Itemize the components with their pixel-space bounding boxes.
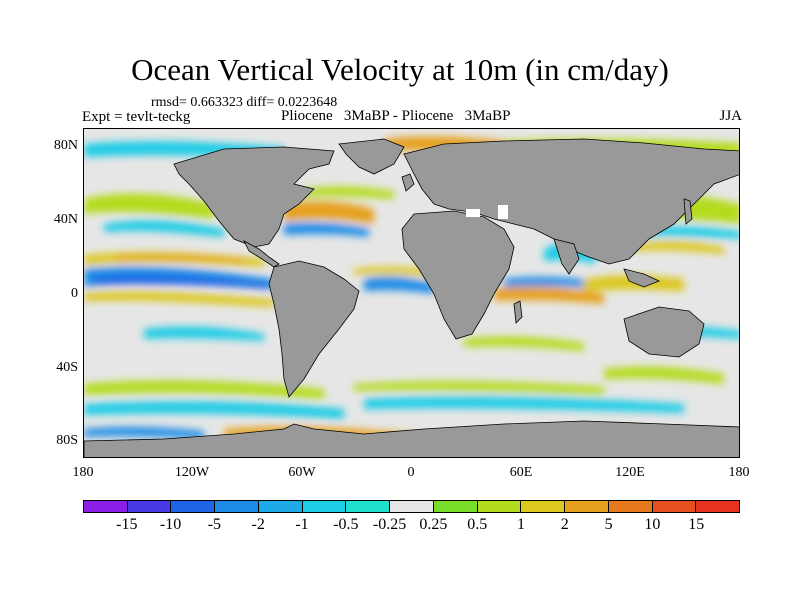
colorbar-label: -1: [295, 516, 309, 533]
figure-title: Ocean Vertical Velocity at 10m (in cm/da…: [131, 52, 669, 87]
comparison-label: Pliocene 3MaBP - Pliocene 3MaBP: [281, 108, 511, 124]
colorbar-swatch: [652, 501, 697, 512]
colorbar-label: -10: [159, 516, 182, 533]
masked-region: [498, 205, 508, 219]
colorbar-swatch: [127, 501, 172, 512]
map-panel: [83, 128, 740, 458]
japan: [683, 198, 693, 225]
colorbar-label: 0.5: [467, 516, 488, 533]
lon-tick-label: 60W: [288, 465, 316, 480]
colorbar-swatch: [346, 501, 391, 512]
greenland: [338, 138, 405, 175]
lat-tick-label: 40N: [53, 212, 78, 227]
colorbar-label: 0.25: [419, 516, 448, 533]
colorbar-swatch: [258, 501, 303, 512]
lon-tick-label: 0: [407, 465, 415, 480]
antarctica: [84, 420, 739, 457]
colorbar-label: -15: [116, 516, 138, 533]
colorbar-swatch: [565, 501, 609, 512]
season-label: JJA: [719, 108, 742, 124]
colorbar-swatch: [433, 501, 478, 512]
colorbar-label: 10: [644, 516, 661, 533]
britain: [401, 173, 415, 192]
lat-tick-label: 80N: [53, 138, 78, 153]
colorbar-swatch: [215, 501, 259, 512]
colorbar-swatch: [696, 501, 740, 512]
colorbar-swatch: [390, 501, 434, 512]
world-map: [84, 129, 739, 457]
colorbar-swatch: [302, 501, 347, 512]
colorbar-label: 15: [688, 516, 705, 533]
colorbar-label: 2: [560, 516, 569, 533]
lat-tick-label: 80S: [56, 433, 78, 448]
lon-tick-label: 120W: [174, 465, 210, 480]
colorbar-label: 1: [517, 516, 525, 533]
colorbar-label: -2: [251, 516, 265, 533]
lat-tick-label: 0: [71, 286, 78, 301]
india: [553, 238, 580, 275]
colorbar-swatch: [84, 501, 128, 512]
lon-tick-label: 60E: [509, 465, 533, 480]
colorbar-swatch: [477, 501, 522, 512]
lon-tick-label: 180: [728, 465, 750, 480]
australia: [623, 306, 705, 358]
land-masses: [84, 138, 739, 457]
colorbar-label: -0.25: [372, 516, 407, 533]
lon-tick-label: 120E: [615, 465, 645, 480]
masked-region: [466, 209, 480, 217]
lat-tick-label: 40S: [56, 360, 78, 375]
experiment-label: Expt = tevlt-teckg: [82, 109, 191, 125]
lon-tick-label: 180: [72, 465, 94, 480]
colorbar-label: -0.5: [333, 516, 359, 533]
south-america: [268, 260, 360, 398]
madagascar: [513, 300, 523, 324]
colorbar-swatch: [171, 501, 216, 512]
colorbar-label: 5: [604, 516, 613, 533]
central-america: [243, 240, 280, 268]
colorbar-swatch: [521, 501, 566, 512]
colorbar-swatch: [608, 501, 653, 512]
africa: [401, 210, 515, 340]
maritime-continent: [623, 268, 661, 288]
eurasia: [403, 138, 739, 265]
colorbar-label: -5: [207, 516, 222, 533]
north-america: [173, 146, 335, 248]
colorbar: [83, 500, 740, 513]
stats-text: rmsd= 0.663323 diff= 0.0223648: [151, 95, 338, 110]
